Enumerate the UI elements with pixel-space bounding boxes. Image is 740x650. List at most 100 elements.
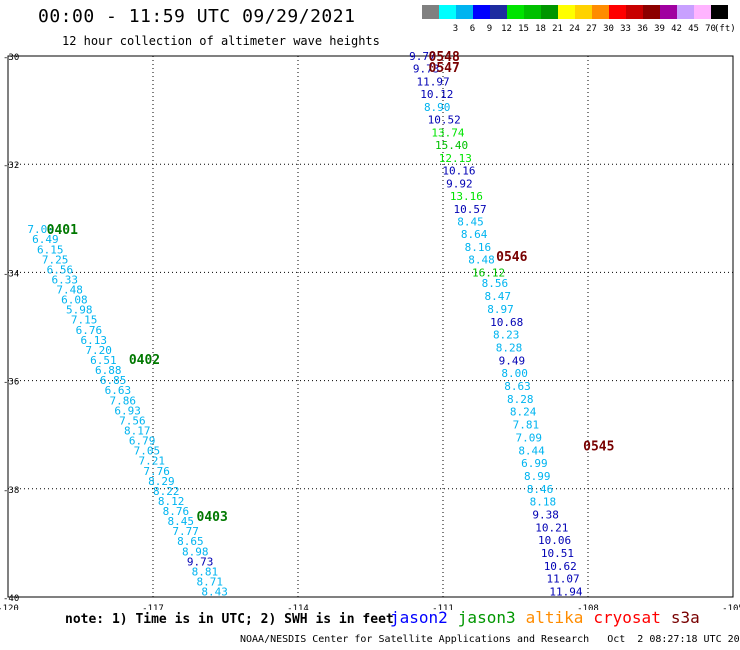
footer-timestamp: Oct 2 08:27:18 UTC 2021 bbox=[607, 634, 740, 645]
legend-label: 24 bbox=[569, 24, 580, 34]
pass-time-label: 0546 bbox=[496, 250, 527, 265]
legend-label: 3 bbox=[452, 24, 459, 34]
wave-height-value: 10.12 bbox=[420, 88, 453, 101]
wave-height-value: 8.16 bbox=[465, 241, 492, 254]
wave-height-value: 8.48 bbox=[468, 254, 495, 267]
wave-height-value: 6.93 bbox=[114, 404, 141, 417]
wave-height-value: 8.43 bbox=[201, 586, 228, 599]
satellite-jason3: jason3 bbox=[457, 608, 516, 627]
legend-label: 33 bbox=[620, 24, 631, 34]
y-tick-label: -30 bbox=[3, 53, 19, 63]
wave-height-value: 7.77 bbox=[172, 525, 199, 538]
y-tick-label: -36 bbox=[3, 378, 19, 388]
wave-height-value: 7.09 bbox=[516, 431, 543, 444]
legend-label: 36 bbox=[637, 24, 648, 34]
wave-height-value: 10.16 bbox=[442, 165, 475, 178]
x-tick-label: -105 bbox=[722, 604, 740, 610]
wave-height-value: 7.86 bbox=[110, 394, 137, 407]
wave-height-value: 6.49 bbox=[32, 233, 59, 246]
legend-swatch bbox=[643, 5, 660, 19]
wave-height-value: 10.68 bbox=[490, 316, 523, 329]
wave-height-value: 15.40 bbox=[435, 139, 468, 152]
wave-height-value: 8.28 bbox=[496, 341, 523, 354]
wave-height-value: 6.76 bbox=[76, 324, 103, 337]
wave-height-value: 10.52 bbox=[428, 114, 461, 127]
wave-height-value: 8.28 bbox=[507, 393, 533, 406]
legend-swatch bbox=[592, 5, 609, 19]
y-tick-label: -32 bbox=[3, 161, 19, 171]
legend-label: 18 bbox=[535, 24, 546, 34]
wave-height-value: 6.08 bbox=[61, 294, 88, 307]
wave-height-value: 6.15 bbox=[37, 243, 64, 256]
wave-height-value: 6.63 bbox=[105, 384, 131, 397]
legend-label: 12 bbox=[501, 24, 512, 34]
legend-swatch bbox=[541, 5, 558, 19]
wave-height-value: 8.90 bbox=[424, 101, 451, 114]
satellite-cryosat: cryosat bbox=[593, 608, 661, 627]
x-tick-label: -108 bbox=[577, 604, 599, 610]
x-tick-label: -120 bbox=[0, 604, 19, 610]
wave-height-value: 8.71 bbox=[197, 576, 224, 589]
legend-swatch bbox=[490, 5, 507, 19]
legend-swatch bbox=[558, 5, 575, 19]
wave-height-value: 6.79 bbox=[129, 435, 156, 448]
plot-frame bbox=[7, 55, 734, 598]
satellite-altika: altika bbox=[525, 608, 584, 627]
wave-height-value: 7.05 bbox=[134, 445, 161, 458]
wave-height-value: 13.74 bbox=[431, 126, 464, 139]
wave-height-value: 6.51 bbox=[90, 354, 117, 367]
legend-label: 45 bbox=[688, 24, 699, 34]
wave-height-plot: -120 -117 -114 -111 -108 -105 -30 -32 -34 -36 -38 -… bbox=[0, 50, 740, 610]
wave-height-value: 8.12 bbox=[158, 495, 185, 508]
legend-swatch bbox=[575, 5, 592, 19]
wave-height-value: 8.24 bbox=[510, 406, 537, 419]
satellite-jason2: jason2 bbox=[390, 608, 448, 627]
wave-height-value: 7.21 bbox=[139, 455, 166, 468]
wave-height-value: 8.22 bbox=[153, 485, 180, 498]
wave-height-value: 10.06 bbox=[538, 534, 571, 547]
wave-height-value: 8.45 bbox=[168, 515, 195, 528]
legend-swatch bbox=[439, 5, 456, 19]
legend-label: 9 bbox=[486, 24, 493, 34]
wave-height-value: 6.56 bbox=[47, 263, 74, 276]
legend-label: 39 bbox=[654, 24, 665, 34]
chart-title: 00:00 - 11:59 UTC 09/29/2021 bbox=[38, 6, 356, 27]
pass-time-label: 0547 bbox=[429, 61, 460, 76]
legend-label: 42 bbox=[671, 24, 682, 34]
legend-swatch bbox=[422, 5, 439, 19]
footer: NOAA/NESDIS Center for Satellite Applica… bbox=[240, 634, 740, 645]
wave-height-value: 7.20 bbox=[85, 344, 112, 357]
legend-swatch bbox=[473, 5, 490, 19]
wave-height-value: 13.16 bbox=[450, 190, 483, 203]
wave-height-value: 8.17 bbox=[124, 424, 151, 437]
satellite-legend: jason2 jason3 altika cryosat s3a bbox=[390, 608, 710, 627]
wave-height-value: 8.99 bbox=[524, 470, 551, 483]
wave-height-value: 6.99 bbox=[521, 457, 548, 470]
wave-height-value: 8.29 bbox=[148, 475, 175, 488]
wave-height-value: 16.12 bbox=[472, 266, 505, 279]
legend-swatch bbox=[507, 5, 524, 19]
wave-height-value: 9.92 bbox=[446, 177, 473, 190]
wave-height-value: 8.56 bbox=[482, 277, 509, 290]
wave-height-value: 11.97 bbox=[417, 75, 450, 88]
wave-height-value: 8.44 bbox=[518, 444, 545, 457]
wave-height-value: 8.00 bbox=[501, 367, 528, 380]
legend-swatch bbox=[711, 5, 728, 19]
wave-height-value: 8.98 bbox=[182, 545, 209, 558]
legend-label: 30 bbox=[603, 24, 614, 34]
legend-swatch bbox=[694, 5, 711, 19]
wave-height-value: 6.13 bbox=[81, 334, 108, 347]
legend-label: 6 bbox=[469, 24, 476, 34]
legend-swatch bbox=[524, 5, 541, 19]
wave-height-value: 8.18 bbox=[530, 496, 557, 509]
wave-height-value: 12.13 bbox=[439, 152, 472, 165]
wave-height-value: 8.76 bbox=[163, 505, 190, 518]
legend-label: 27 bbox=[586, 24, 597, 34]
pass-time-label: 0545 bbox=[583, 440, 614, 455]
wave-height-value: 9.49 bbox=[499, 354, 526, 367]
wave-height-value: 7.76 bbox=[143, 465, 170, 478]
wave-height-value: 9.38 bbox=[532, 508, 559, 521]
chart-subtitle: 12 hour collection of altimeter wave hei… bbox=[62, 34, 380, 48]
x-tick-label: -114 bbox=[287, 604, 309, 610]
legend-label: 70 bbox=[705, 24, 716, 34]
